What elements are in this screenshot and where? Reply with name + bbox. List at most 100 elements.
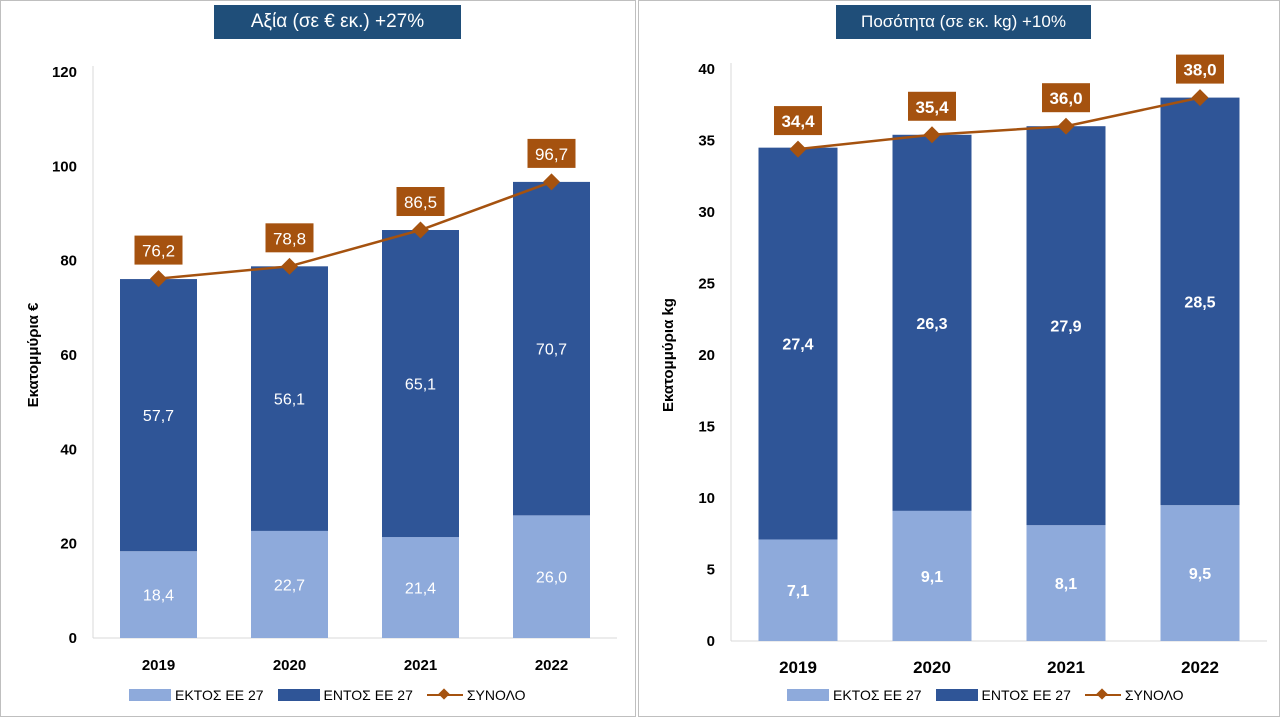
- y-tick-label: 25: [698, 276, 715, 293]
- legend-outside-eu: ΕΚΤΟΣ ΕΕ 27: [787, 687, 922, 703]
- legend-total: ΣΥΝΟΛΟ: [1084, 687, 1184, 703]
- bar-outside-eu: [382, 537, 459, 638]
- bar-outside-eu: [513, 515, 590, 638]
- data-label-inside-eu: 56,1: [274, 392, 305, 409]
- legend-label-total: ΣΥΝΟΛΟ: [466, 687, 526, 703]
- data-label-total: 34,4: [781, 112, 815, 131]
- y-tick-label: 120: [52, 64, 77, 81]
- data-label-outside-eu: 26,0: [536, 570, 567, 587]
- bar-inside-eu: [758, 147, 838, 540]
- data-label-total: 96,7: [535, 145, 568, 164]
- data-label-total: 36,0: [1049, 89, 1082, 108]
- data-label-inside-eu: 57,7: [143, 408, 174, 425]
- legend-inside-eu: ΕΝΤΟΣ ΕΕ 27: [935, 687, 1071, 703]
- y-tick-label: 60: [60, 347, 77, 364]
- total-marker: [412, 221, 429, 239]
- value-chart-title: Αξία (σε € εκ.) +27%: [214, 5, 461, 39]
- bar-outside-eu: [251, 530, 328, 638]
- y-tick-label: 30: [698, 204, 715, 221]
- legend-inside-eu: ΕΝΤΟΣ ΕΕ 27: [277, 687, 413, 703]
- y-tick-label: 15: [698, 419, 715, 436]
- bar-outside-eu: [892, 510, 972, 641]
- bar-inside-eu: [1160, 97, 1240, 506]
- data-label-inside-eu: 26,3: [916, 316, 947, 333]
- y-axis-title: Εκατομμύρια kg: [660, 298, 677, 412]
- y-tick-label: 35: [698, 133, 715, 150]
- y-tick-label: 10: [698, 490, 715, 507]
- bar-outside-eu: [120, 551, 197, 638]
- x-tick-label: 2021: [1047, 658, 1085, 677]
- y-tick-label: 5: [707, 562, 715, 579]
- bar-inside-eu: [382, 230, 459, 538]
- y-tick-label: 20: [60, 536, 77, 553]
- bar-inside-eu: [251, 266, 328, 531]
- bar-outside-eu: [1160, 505, 1240, 641]
- total-label-box: [1176, 54, 1224, 84]
- legend-swatch-total: [426, 688, 463, 701]
- x-tick-label: 2019: [779, 658, 817, 677]
- value-chart: 0 20 40 60 80 100 120 Εκατομμύρια € 18,4 57,7 2019…: [25, 64, 617, 674]
- data-label-outside-eu: 7,1: [787, 583, 809, 600]
- value-chart-panel: Αξία (σε € εκ.) +27% 0 20 40 60 80 100 120 Εκατ…: [0, 0, 636, 717]
- quantity-chart-panel: Ποσότητα (σε εκ. kg) +10% 0 5 10 15 20 25 30 35…: [638, 0, 1280, 717]
- data-label-total: 78,8: [273, 229, 306, 248]
- bar-outside-eu: [758, 539, 838, 641]
- bar-inside-eu: [120, 279, 197, 552]
- legend-label-total: ΣΥΝΟΛΟ: [1124, 687, 1184, 703]
- data-label-outside-eu: 8,1: [1055, 576, 1077, 593]
- legend-swatch-inside-eu: [277, 689, 320, 701]
- total-label-box: [774, 106, 822, 136]
- data-label-outside-eu: 22,7: [274, 577, 305, 594]
- legend-label-inside-eu: ΕΝΤΟΣ ΕΕ 27: [981, 687, 1071, 703]
- data-label-inside-eu: 65,1: [405, 377, 436, 394]
- legend-label-inside-eu: ΕΝΤΟΣ ΕΕ 27: [323, 687, 413, 703]
- bar-outside-eu: [1026, 525, 1106, 641]
- y-axis-title: Εκατομμύρια €: [25, 302, 42, 407]
- total-marker: [923, 126, 941, 144]
- data-label-total: 35,4: [915, 98, 949, 117]
- legend-swatch-total: [1084, 688, 1121, 701]
- x-tick-label: 2020: [273, 657, 306, 674]
- x-tick-label: 2022: [1181, 658, 1219, 677]
- y-tick-label: 0: [707, 633, 715, 650]
- data-label-inside-eu: 28,5: [1184, 294, 1215, 311]
- x-tick-label: 2022: [535, 657, 568, 674]
- legend-label-outside-eu: ΕΚΤΟΣ ΕΕ 27: [833, 687, 922, 703]
- data-label-total: 38,0: [1183, 61, 1216, 80]
- total-label-box: [134, 235, 183, 265]
- data-label-outside-eu: 9,1: [921, 569, 943, 586]
- y-tick-label: 40: [60, 441, 77, 458]
- legend-total: ΣΥΝΟΛΟ: [426, 687, 526, 703]
- value-chart-legend: ΕΚΤΟΣ ΕΕ 27 ΕΝΤΟΣ ΕΕ 27 ΣΥΝΟΛΟ: [129, 685, 526, 705]
- quantity-chart: 0 5 10 15 20 25 30 35 40 Εκατομμύρια kg 7,1 27,4 201…: [660, 54, 1267, 677]
- y-tick-label: 40: [698, 61, 715, 78]
- legend-swatch-outside-eu: [129, 689, 171, 701]
- data-label-outside-eu: 9,5: [1189, 566, 1211, 583]
- legend-label-outside-eu: ΕΚΤΟΣ ΕΕ 27: [175, 687, 264, 703]
- total-label-box: [908, 91, 956, 121]
- data-label-inside-eu: 27,4: [782, 337, 813, 354]
- total-marker: [281, 257, 298, 275]
- total-label-box: [527, 138, 576, 168]
- data-label-inside-eu: 27,9: [1050, 319, 1081, 336]
- total-marker: [543, 173, 560, 191]
- data-label-total: 86,5: [404, 193, 437, 212]
- y-tick-label: 0: [69, 630, 77, 647]
- total-label-box: [396, 187, 445, 217]
- legend-swatch-inside-eu: [935, 689, 978, 701]
- legend-outside-eu: ΕΚΤΟΣ ΕΕ 27: [129, 687, 264, 703]
- x-tick-label: 2019: [142, 657, 175, 674]
- data-label-inside-eu: 70,7: [536, 342, 567, 359]
- total-marker: [789, 140, 807, 158]
- x-tick-label: 2020: [913, 658, 951, 677]
- quantity-chart-legend: ΕΚΤΟΣ ΕΕ 27 ΕΝΤΟΣ ΕΕ 27 ΣΥΝΟΛΟ: [787, 685, 1184, 705]
- bar-inside-eu: [892, 134, 972, 511]
- bar-inside-eu: [513, 181, 590, 516]
- total-label-box: [265, 223, 314, 253]
- data-label-outside-eu: 21,4: [405, 581, 436, 598]
- legend-swatch-outside-eu: [787, 689, 829, 701]
- y-tick-label: 20: [698, 347, 715, 364]
- quantity-chart-title: Ποσότητα (σε εκ. kg) +10%: [836, 5, 1091, 39]
- total-label-box: [1042, 83, 1090, 113]
- total-line: [797, 96, 1201, 151]
